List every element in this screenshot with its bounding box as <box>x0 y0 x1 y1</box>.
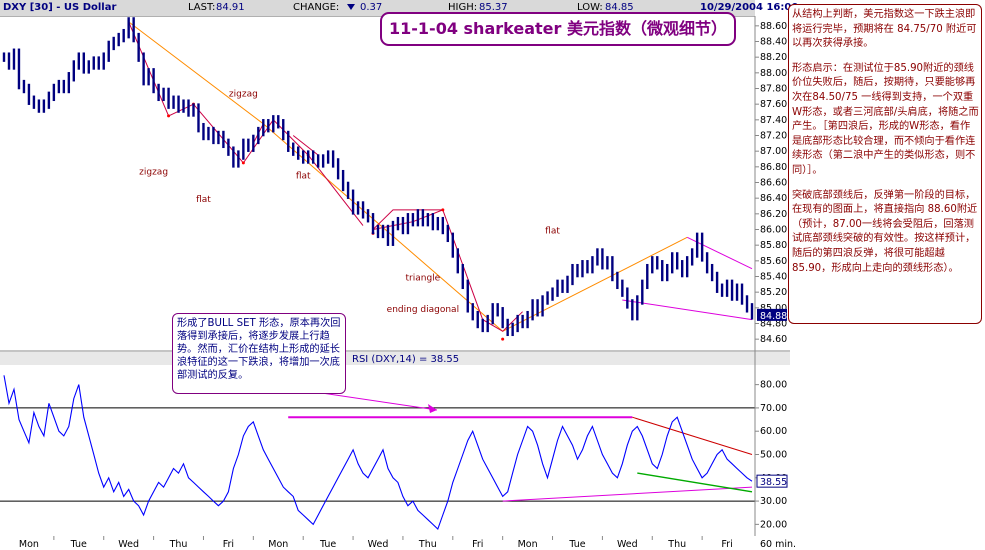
x-axis-day-label: Fri <box>721 539 732 550</box>
price-tick-label: 86.80 <box>760 162 787 173</box>
x-axis-interval-label: 60 min. <box>760 539 796 550</box>
rsi-line-group <box>3 375 753 530</box>
rsi-green-line <box>637 472 753 493</box>
price-tick-label: 85.00 <box>760 303 787 314</box>
x-axis-day-label: Wed <box>118 539 139 550</box>
x-axis-day-label: Wed <box>617 539 638 550</box>
price-tick-label: 86.60 <box>760 178 787 189</box>
price-tick-label: 85.60 <box>760 256 787 267</box>
low-value: 84.85 <box>605 2 634 13</box>
rsi-tick-label: 60.00 <box>760 426 787 437</box>
rsi-grid <box>0 407 755 502</box>
x-axis-day-label: Mon <box>19 539 39 550</box>
ending-diagonal-label: ending diagonal <box>387 305 459 315</box>
price-tick-label: 87.00 <box>760 146 787 157</box>
analysis-notes: 从结构上判断，美元指数这一下跌主浪即将运行完毕，预期将在 84.75/70 附近… <box>788 4 982 324</box>
x-axis-day-label: Tue <box>319 539 336 550</box>
price-tick-label: 86.00 <box>760 225 787 236</box>
rsi-line <box>3 375 753 530</box>
x-axis-day-label: Fri <box>223 539 234 550</box>
last-value: 84.91 <box>216 2 245 13</box>
price-tick-label: 85.20 <box>760 287 787 298</box>
triangle-label: triangle <box>406 273 441 283</box>
wave-line <box>307 154 364 226</box>
zigzag-wave <box>128 21 244 164</box>
rsi-tick-label: 30.00 <box>760 496 787 507</box>
flat-left-label: flat <box>196 195 211 205</box>
date-label: 10/29/2004 16:00 <box>700 2 799 13</box>
price-last-box <box>757 308 787 321</box>
note-paragraph: 从结构上判断，美元指数这一下跌主浪即将运行完毕，预期将在 84.75/70 附近… <box>792 9 977 50</box>
x-axis-day-label: Thu <box>169 539 188 550</box>
zigzag-top-label: zigzag <box>229 89 258 99</box>
annotation-labels: zigzag zigzag flat flat triangle ending diago… <box>139 89 560 314</box>
rsi-support-line <box>502 486 753 502</box>
wedge-lower <box>622 299 753 321</box>
price-tick-label: 88.20 <box>760 52 787 63</box>
wave-overlays <box>128 21 753 502</box>
x-axis-day-label: Fri <box>472 539 483 550</box>
wave-marker <box>501 337 505 341</box>
price-tick-label: 87.60 <box>760 99 787 110</box>
note-paragraph: 突破底部颈线后，反弹第一阶段的目标，在现有的图面上，将直接指向 88.60附近（… <box>792 189 978 274</box>
high-value: 85.37 <box>479 2 508 13</box>
price-tick-label: 88.60 <box>760 21 787 32</box>
wave-marker <box>241 161 245 165</box>
callout-arrowhead <box>428 404 437 413</box>
price-bars <box>2 17 754 337</box>
price-tick-label: 86.40 <box>760 193 787 204</box>
rsi-last-label: 38.55 <box>760 477 787 488</box>
rsi-title: RSI (DXY,14) = 38.55 <box>352 354 459 365</box>
chart-title: 11-1-04 sharkeater 美元指数（微观细节） <box>380 12 736 46</box>
price-tick-label: 86.20 <box>760 209 787 220</box>
rsi-tick-label: 50.00 <box>760 449 787 460</box>
price-tick-label: 85.80 <box>760 240 787 251</box>
callout-arrow <box>314 391 438 411</box>
price-last-label: 84.88 <box>760 311 787 322</box>
last-label: LAST: <box>188 2 216 13</box>
change-value: 0.37 <box>360 2 383 13</box>
x-axis-day-label: Tue <box>568 539 585 550</box>
high-label: HIGH: <box>448 2 478 13</box>
price-tick-label: 87.80 <box>760 84 787 95</box>
wave-marker <box>167 114 171 118</box>
x-axis-day-label: Tue <box>70 539 87 550</box>
axes: 88.60 88.40 88.20 88.00 87.80 87.60 87.40 87.20… <box>0 16 796 550</box>
rsi-tick-label: 80.00 <box>760 380 787 391</box>
low-label: LOW: <box>577 2 603 13</box>
symbol-label: DXY [30] - US Dollar <box>3 2 117 13</box>
rsi-tick-label: 70.00 <box>760 403 787 414</box>
x-axis-day-label: Thu <box>667 539 686 550</box>
price-tick-label: 85.40 <box>760 272 787 283</box>
note-paragraph: 形态启示：在测试位于85.90附近的颈线价位失败后，随后，按期待，只要能够再次在… <box>792 62 979 176</box>
price-tick-label: 84.80 <box>760 319 787 330</box>
x-axis-day-label: Wed <box>368 539 389 550</box>
rsi-tick-label: 20.00 <box>760 519 787 530</box>
change-label: CHANGE: <box>293 2 340 13</box>
price-tick-label: 87.20 <box>760 131 787 142</box>
x-axis-day-label: Mon <box>268 539 288 550</box>
rsi-last-box <box>756 474 788 488</box>
x-axis-day-label: Mon <box>518 539 538 550</box>
price-tick-label: 88.00 <box>760 68 787 79</box>
rsi-downtrend-line <box>632 416 753 455</box>
flat-mid-label: flat <box>296 172 311 182</box>
quote-header: DXY [30] - US Dollar LAST: 84.91 CHANGE:… <box>0 0 798 17</box>
price-tick-label: 87.40 <box>760 115 787 126</box>
bull-set-callout: 形成了BULL SET 形态，原本再次回落得到承接后，将逐步发展上行趋势。然而，… <box>172 313 346 394</box>
wave-marker <box>441 208 445 212</box>
price-tick-label: 84.60 <box>760 334 787 345</box>
zigzag-left-label: zigzag <box>139 168 168 178</box>
x-axis-day-label: Thu <box>418 539 437 550</box>
flat-right-label: flat <box>545 226 560 236</box>
price-tick-label: 88.40 <box>760 37 787 48</box>
trend-line <box>128 21 688 332</box>
